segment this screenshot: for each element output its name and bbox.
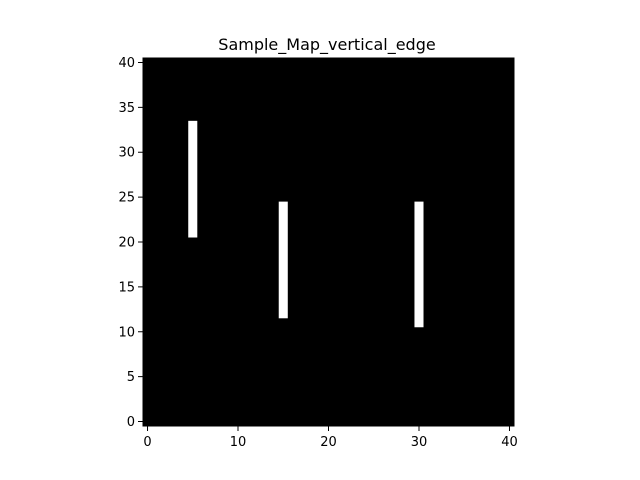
y-tick-label: 25 xyxy=(118,191,135,206)
y-tick-label: 30 xyxy=(118,146,135,161)
chart-title: Sample_Map_vertical_edge xyxy=(218,35,435,55)
x-axis: 0 10 20 30 40 xyxy=(143,426,518,450)
x-tick-label: 0 xyxy=(143,435,151,450)
y-tick-label: 0 xyxy=(127,415,135,430)
heatmap-cells xyxy=(188,120,424,328)
x-tick-label: 40 xyxy=(501,435,518,450)
plot-background xyxy=(143,58,514,426)
heatmap-segment-1 xyxy=(188,120,198,238)
y-tick-label: 15 xyxy=(118,280,135,295)
x-tick-label: 30 xyxy=(411,435,428,450)
x-tick-label: 10 xyxy=(230,435,247,450)
y-axis: 0 5 10 15 20 25 30 35 40 xyxy=(118,56,143,430)
y-tick-label: 5 xyxy=(127,370,135,385)
heatmap-segment-3 xyxy=(414,201,424,328)
y-tick-label: 20 xyxy=(118,236,135,251)
y-tick-label: 40 xyxy=(118,56,135,71)
heatmap-segment-2 xyxy=(278,201,288,319)
x-tick-label: 20 xyxy=(320,435,337,450)
y-tick-label: 35 xyxy=(118,101,135,116)
y-tick-label: 10 xyxy=(118,325,135,340)
